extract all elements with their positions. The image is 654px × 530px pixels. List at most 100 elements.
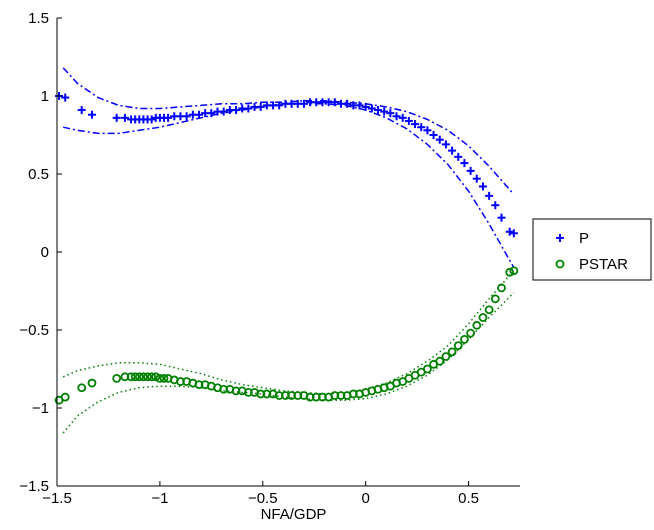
band-pstar-upper [62,270,515,395]
data-point-p [417,123,426,132]
data-point-p [472,174,481,183]
y-axis: −1.5 −1 −0.5 0 0.5 1 1.5 [19,10,62,495]
data-point-p [244,104,253,113]
data-point-pstar [422,364,432,374]
data-point-p [299,99,308,108]
data-point-p [509,229,518,238]
data-point-pstar [460,334,469,344]
data-point-p [275,101,284,110]
data-point-p [386,109,395,118]
data-point-p [454,152,463,161]
data-point-p [374,106,383,115]
data-point-pstar [139,372,148,382]
data-point-p [404,116,413,125]
data-point-p [256,102,265,111]
y-tick-label: −1.5 [19,478,49,495]
data-point-p [207,109,216,118]
data-point-p [194,110,203,119]
legend-marker-p [556,234,564,242]
x-tick-label: −1 [151,490,168,507]
band-pstar-lower [62,292,515,434]
data-point-p [380,107,389,116]
data-point-p [367,104,376,113]
data-point-pstar [490,294,500,304]
series-pstar [54,266,519,405]
data-point-p [441,140,450,149]
data-point-p [147,115,156,124]
y-tick-label: 0 [41,244,49,261]
legend-box [532,218,652,281]
legend-plus-icon [556,234,564,242]
y-tick-label: 1 [41,88,49,105]
data-point-p [61,93,70,102]
data-point-p [361,102,370,111]
data-point-p [423,126,432,135]
legend-label-p: P [579,230,589,247]
data-point-p [343,99,352,108]
data-point-p [182,112,191,121]
data-point-p [77,106,86,115]
data-point-p [491,201,500,210]
data-point-pstar [466,328,476,338]
data-point-p [355,101,364,110]
legend: P PSTAR [532,218,652,281]
data-point-p [497,213,506,222]
data-point-pstar [151,372,161,382]
data-point-pstar [447,347,457,357]
data-point-pstar [77,383,87,393]
data-point-p [164,113,173,122]
y-tick-label: −0.5 [19,322,49,339]
data-point-pstar [126,372,136,382]
data-point-p [232,106,241,115]
y-tick-label: −1 [32,400,49,417]
x-tick-label: 0.5 [458,490,479,507]
data-point-pstar [509,266,519,276]
data-point-p [429,131,438,139]
data-point-pstar [478,313,488,322]
x-tick-label: −1.5 [42,490,72,507]
data-point-pstar [87,378,97,388]
data-point-p [120,113,129,122]
legend-circle-icon [555,259,565,269]
data-point-pstar [497,283,506,293]
data-point-p [398,113,407,122]
x-axis-title: NFA/GDP [261,506,327,523]
data-point-pstar [505,267,515,277]
data-point-p [435,135,444,144]
data-point-p [466,166,475,175]
x-tick-label: −0.5 [248,490,278,507]
data-point-p [478,182,487,191]
data-point-p [448,146,457,155]
data-point-pstar [112,373,122,383]
legend-marker-pstar [555,259,565,269]
data-point-pstar [143,372,152,382]
data-point-p [330,98,339,107]
data-point-p [87,110,96,119]
data-point-p [505,227,514,236]
data-point-p [485,191,494,200]
data-point-p [392,112,401,121]
y-tick-label: 0.5 [28,166,49,183]
x-tick-label: 0 [361,490,369,507]
x-axis: −1.5 −1 −0.5 0 0.5 [42,481,520,507]
y-tick-label: 1.5 [28,10,49,27]
series-p [55,92,518,238]
band-p-lower [63,103,515,268]
data-point-p [112,113,121,122]
data-point-p [411,120,420,129]
data-point-p [219,107,228,116]
data-point-pstar [155,373,165,383]
plot-area [54,67,519,434]
data-point-pstar [159,373,169,383]
data-point-pstar [134,372,144,382]
data-point-pstar [453,341,463,351]
data-point-pstar [484,305,494,315]
data-point-pstar [435,356,445,366]
data-point-pstar [147,372,157,382]
band-p-upper [62,67,515,195]
data-point-pstar [60,392,70,402]
data-point-pstar [472,320,482,330]
data-point-pstar [130,372,140,382]
data-point-p [460,159,469,168]
